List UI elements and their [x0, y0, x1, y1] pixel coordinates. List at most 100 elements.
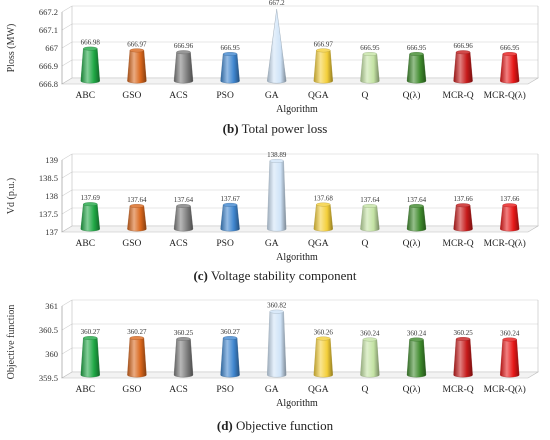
- y-tick-label: 137: [45, 227, 58, 237]
- y-axis-label: Vd (p.u.): [6, 178, 17, 214]
- gridline-side: [61, 347, 73, 355]
- panel-voltage-stability: 137 137.5 138 138.5 139 Vd (p.u.) 137.69 ABC 137…: [0, 148, 550, 294]
- x-tick-label: MCR-Q(λ): [484, 238, 526, 249]
- bar-MCR-Q(λ): [500, 203, 520, 232]
- data-label: 360.25: [453, 329, 473, 337]
- chart-voltage-stability: 137 137.5 138 138.5 139 Vd (p.u.) 137.69 ABC 137…: [6, 151, 540, 263]
- bar-GA: [267, 309, 287, 378]
- x-tick-label: ACS: [169, 91, 187, 101]
- gridline-side: [61, 5, 73, 13]
- bar-GSO: [127, 336, 147, 378]
- x-tick-label: GSO: [122, 91, 141, 101]
- bar-GA: [266, 8, 287, 84]
- bar-QGA: [313, 336, 333, 378]
- data-label: 666.98: [81, 39, 101, 47]
- caption-voltage-stability: (c) Voltage stability component: [0, 268, 550, 284]
- bar-GA: [267, 159, 287, 232]
- y-axis-label: Ploss (MW): [6, 24, 17, 73]
- gridline-side: [61, 323, 73, 331]
- data-label: 360.27: [127, 328, 147, 336]
- data-label: 666.97: [127, 40, 147, 48]
- data-label: 666.96: [174, 42, 194, 50]
- gridline-side: [61, 207, 73, 215]
- x-tick-label: Q: [361, 91, 368, 101]
- bar-Q(λ): [406, 204, 427, 232]
- x-tick-label: ABC: [76, 91, 96, 101]
- chart-objective-function: 359.5 360 360.5 361 Objective function 360.27…: [6, 299, 540, 409]
- x-tick-label: GSO: [122, 239, 141, 249]
- y-tick-label: 139: [45, 155, 58, 165]
- x-axis-label: Algorithm: [276, 252, 318, 263]
- bar-PSO: [220, 336, 240, 378]
- caption-text: Objective function: [232, 418, 334, 433]
- x-axis-label: Algorithm: [276, 104, 318, 115]
- data-label: 666.95: [360, 44, 380, 52]
- y-tick-label: 138.5: [39, 173, 58, 183]
- x-tick-label: MCR-Q(λ): [484, 90, 526, 101]
- bar-Q(λ): [406, 337, 427, 378]
- gridline-side: [61, 299, 73, 307]
- y-tick-label: 666.9: [39, 61, 58, 71]
- x-tick-label: MCR-Q(λ): [484, 384, 526, 395]
- gridline-side: [61, 189, 73, 197]
- gridline-side: [61, 41, 73, 49]
- caption-text: Voltage stability component: [207, 268, 357, 283]
- x-tick-label: Q(λ): [403, 238, 421, 249]
- data-label: 360.27: [81, 328, 101, 336]
- data-label: 666.95: [407, 44, 427, 52]
- bar-PSO: [220, 202, 240, 232]
- data-label: 360.82: [267, 302, 287, 310]
- bar-MCR-Q: [453, 337, 473, 378]
- caption-text: Total power loss: [238, 121, 328, 136]
- y-tick-label: 666.8: [39, 79, 58, 89]
- x-tick-label: QGA: [308, 385, 329, 395]
- y-tick-label: 667.1: [39, 25, 58, 35]
- data-label: 360.24: [360, 329, 380, 337]
- bar-ACS: [173, 337, 194, 378]
- data-label: 137.69: [81, 194, 101, 202]
- bar-QGA: [313, 48, 333, 84]
- x-tick-label: GSO: [122, 385, 141, 395]
- bar-ABC: [80, 336, 100, 378]
- data-label: 666.96: [453, 42, 473, 50]
- x-tick-label: ACS: [169, 385, 187, 395]
- x-tick-label: QGA: [308, 91, 329, 101]
- x-tick-label: Q: [361, 239, 368, 249]
- bar-ABC: [80, 46, 100, 84]
- x-tick-label: PSO: [216, 385, 234, 395]
- bar-MCR-Q: [453, 203, 473, 232]
- y-tick-label: 137.5: [39, 209, 58, 219]
- data-label: 137.66: [500, 195, 520, 203]
- bar-GSO: [127, 48, 147, 84]
- bar-MCR-Q(λ): [500, 52, 520, 84]
- gridline-side: [61, 153, 73, 161]
- y-tick-label: 138: [45, 191, 58, 201]
- data-label: 137.64: [127, 196, 147, 204]
- bar-ABC: [80, 202, 100, 232]
- bar-ACS: [173, 204, 194, 232]
- bar-Q: [360, 52, 380, 84]
- x-axis-label: Algorithm: [276, 398, 318, 409]
- y-axis-label: Objective function: [6, 305, 17, 380]
- data-label: 137.64: [407, 196, 427, 204]
- x-tick-label: PSO: [216, 239, 234, 249]
- x-tick-label: PSO: [216, 91, 234, 101]
- x-tick-label: MCR-Q: [443, 239, 474, 249]
- data-label: 137.66: [453, 195, 473, 203]
- bar-MCR-Q(λ): [500, 337, 520, 378]
- bar-Q(λ): [406, 52, 427, 84]
- x-tick-label: GA: [265, 91, 279, 101]
- bar-Q: [360, 337, 380, 378]
- caption-objective-function: (d) Objective function: [0, 418, 550, 434]
- data-label: 360.25: [174, 329, 194, 337]
- gridline-side: [61, 59, 73, 67]
- bar-QGA: [313, 202, 333, 232]
- data-label: 137.64: [174, 196, 194, 204]
- data-label: 666.95: [220, 44, 240, 52]
- caption-label: (c): [193, 268, 208, 283]
- caption-label: (b): [222, 121, 239, 136]
- x-tick-label: Q(λ): [403, 90, 421, 101]
- panel-power-loss: 666.8 666.9 667 667.1 667.2 Ploss (MW) 666.98 A…: [0, 0, 550, 148]
- data-label: 666.97: [314, 40, 334, 48]
- x-tick-label: GA: [265, 239, 279, 249]
